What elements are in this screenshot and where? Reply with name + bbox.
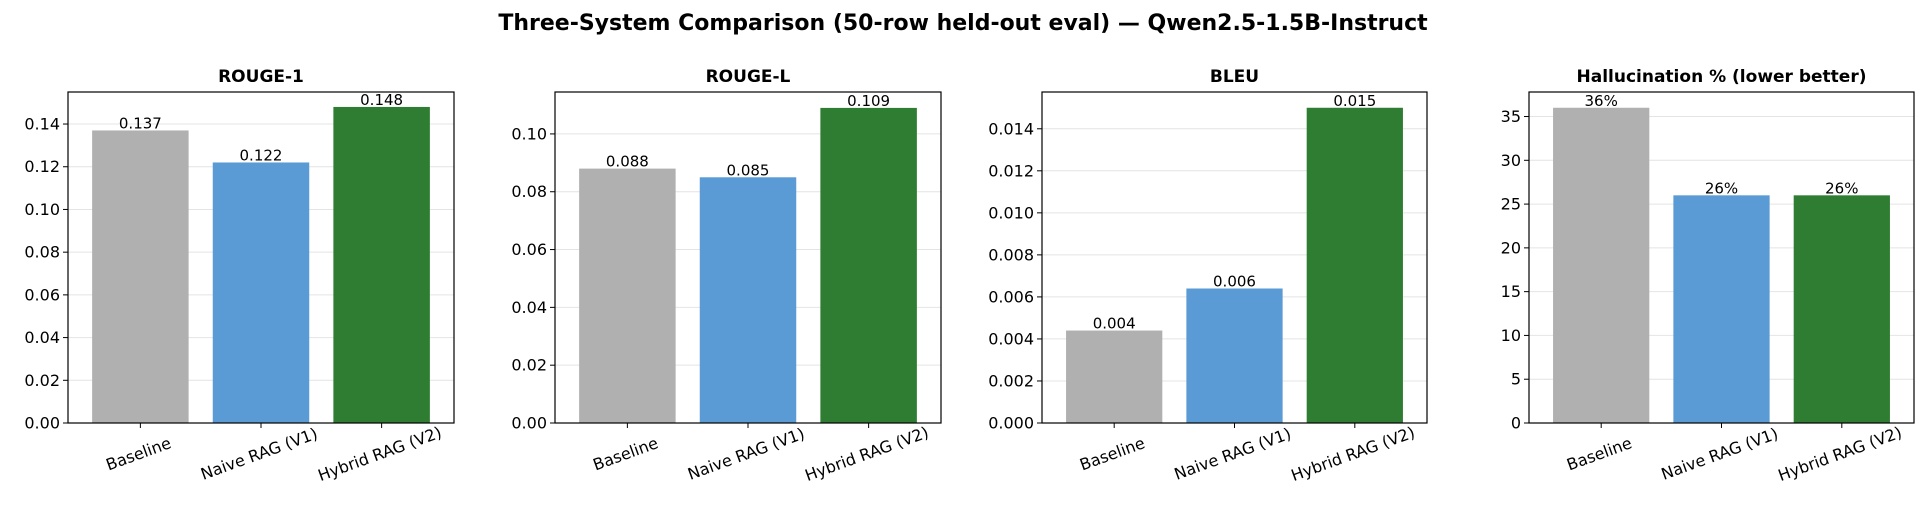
data-label: 26% [1825, 179, 1858, 197]
bar [1553, 107, 1650, 423]
bar [1186, 288, 1283, 423]
y-tick-label: 20 [1501, 238, 1521, 257]
y-tick-label: 0.14 [24, 115, 60, 134]
y-tick-label: 0.00 [511, 414, 547, 433]
bar [1673, 195, 1770, 423]
y-tick-label: 0.014 [988, 119, 1034, 138]
data-label: 26% [1705, 179, 1738, 197]
y-tick-label: 0.004 [988, 329, 1034, 348]
y-tick-label: 0.012 [988, 161, 1034, 180]
chart-title: BLEU [1210, 67, 1259, 87]
y-tick-label: 0.08 [511, 182, 547, 201]
axes-frame [554, 91, 942, 424]
y-tick-label: 15 [1501, 282, 1521, 301]
data-label: 0.137 [119, 114, 162, 132]
data-label: 0.006 [1213, 272, 1256, 290]
bar [1066, 330, 1163, 423]
y-tick-label: 30 [1501, 151, 1521, 170]
bar [212, 162, 310, 424]
data-label: 0.109 [847, 92, 890, 110]
data-label: 0.088 [606, 153, 649, 171]
axes-frame [1041, 91, 1428, 424]
y-tick-label: 0.04 [24, 328, 60, 347]
y-tick-label: 0.006 [988, 287, 1034, 306]
figure-title: Three-System Comparison (50-row held-out… [498, 11, 1428, 36]
y-tick-label: 0.010 [988, 203, 1034, 222]
y-tick-label: 0.002 [988, 371, 1034, 390]
data-label: 0.148 [360, 91, 403, 109]
y-tick-label: 0.12 [24, 157, 60, 176]
y-tick-label: 35 [1501, 107, 1521, 126]
bar [699, 177, 797, 423]
y-tick-label: 5 [1511, 370, 1521, 389]
y-tick-label: 0.02 [24, 371, 60, 390]
bar [820, 107, 917, 423]
y-tick-label: 0.06 [511, 240, 547, 259]
bar [579, 168, 676, 423]
y-tick-label: 0 [1511, 414, 1521, 433]
y-tick-label: 0.04 [511, 298, 547, 317]
y-tick-label: 0.02 [511, 356, 547, 375]
data-label: 0.015 [1333, 92, 1376, 110]
y-tick-label: 0.06 [24, 285, 60, 304]
y-tick-label: 0.000 [988, 414, 1034, 433]
y-tick-label: 25 [1501, 195, 1521, 214]
y-tick-label: 0.10 [24, 200, 60, 219]
bar [92, 130, 189, 423]
chart-title: Hallucination % (lower better) [1577, 67, 1867, 87]
y-tick-label: 0.00 [24, 414, 60, 433]
y-tick-label: 0.10 [511, 124, 547, 143]
y-tick-label: 0.008 [988, 245, 1034, 264]
bar [1306, 107, 1403, 423]
bar [1793, 195, 1890, 423]
axes-frame [1528, 91, 1915, 424]
data-label: 36% [1585, 92, 1618, 110]
chart-title: ROUGE-1 [218, 67, 304, 87]
y-tick-label: 0.08 [24, 243, 60, 262]
data-label: 0.085 [727, 161, 770, 179]
axes-frame [67, 91, 455, 424]
y-tick-label: 10 [1501, 326, 1521, 345]
data-label: 0.122 [240, 146, 283, 164]
data-label: 0.004 [1093, 315, 1136, 333]
bar [333, 106, 430, 423]
chart-title: ROUGE-L [706, 67, 791, 87]
